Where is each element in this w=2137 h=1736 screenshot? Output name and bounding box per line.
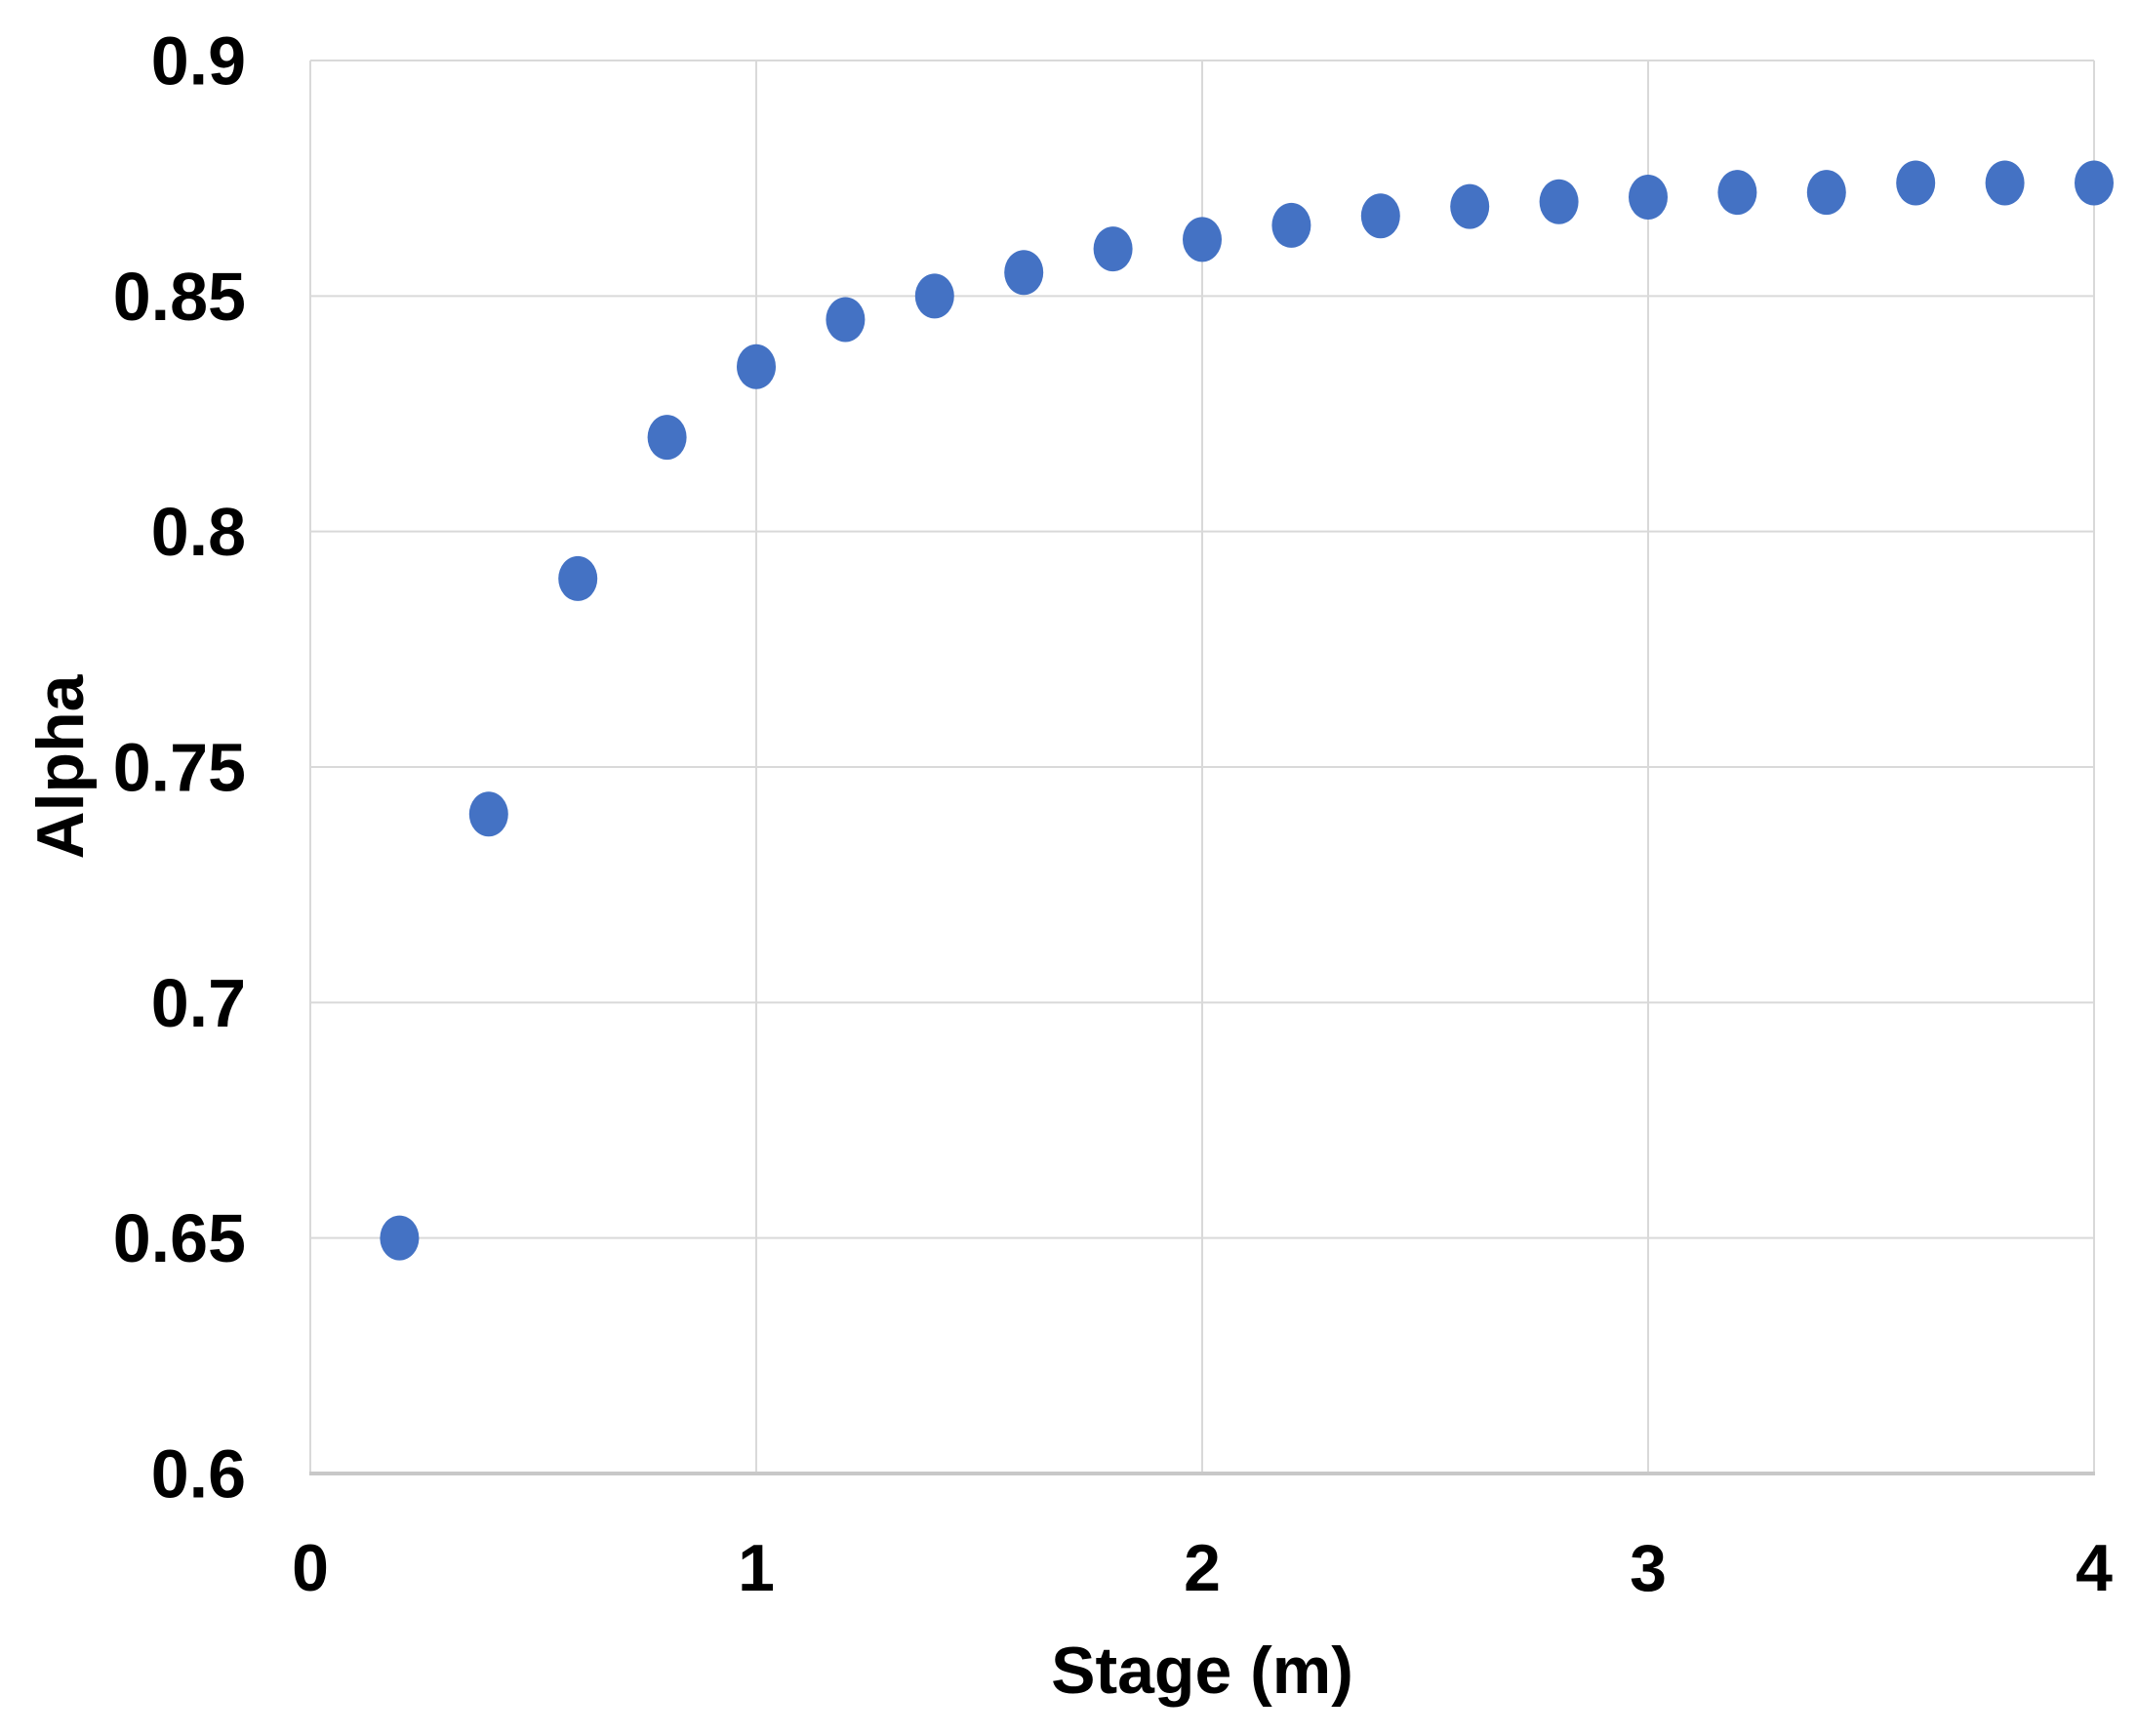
- y-tick-label: 0.9: [151, 23, 246, 100]
- data-point: [1183, 217, 1222, 262]
- data-point: [468, 791, 508, 837]
- data-point: [737, 343, 776, 389]
- y-axis-title: Alpha: [23, 674, 98, 860]
- y-tick-label: 0.6: [151, 1436, 246, 1513]
- data-point: [1450, 183, 1490, 229]
- x-axis-title: Stage (m): [1051, 1634, 1353, 1708]
- data-point: [1717, 170, 1757, 216]
- data-point: [380, 1215, 420, 1261]
- data-point: [826, 297, 866, 343]
- y-tick-label: 0.8: [151, 494, 246, 570]
- data-point: [647, 415, 687, 461]
- data-point: [1271, 202, 1311, 248]
- data-point: [558, 555, 598, 601]
- x-tick-label: 2: [1184, 1531, 1221, 1605]
- x-tick-label: 4: [2076, 1531, 2113, 1605]
- data-point: [914, 273, 954, 319]
- x-tick-label: 0: [292, 1531, 329, 1605]
- y-tick-label: 0.75: [113, 730, 246, 806]
- data-point: [1539, 179, 1579, 224]
- y-tick-label: 0.65: [113, 1200, 246, 1276]
- data-point: [1360, 193, 1400, 239]
- x-tick-label: 3: [1630, 1531, 1667, 1605]
- data-point: [1985, 160, 2025, 206]
- data-point: [2075, 160, 2114, 206]
- data-point: [1629, 174, 1668, 220]
- y-tick-label: 0.7: [151, 965, 246, 1041]
- data-point: [1093, 226, 1133, 272]
- data-point: [1806, 170, 1846, 216]
- data-point: [1896, 160, 1936, 206]
- x-tick-label: 1: [738, 1531, 775, 1605]
- y-tick-label: 0.85: [113, 259, 246, 335]
- data-point: [1004, 250, 1044, 296]
